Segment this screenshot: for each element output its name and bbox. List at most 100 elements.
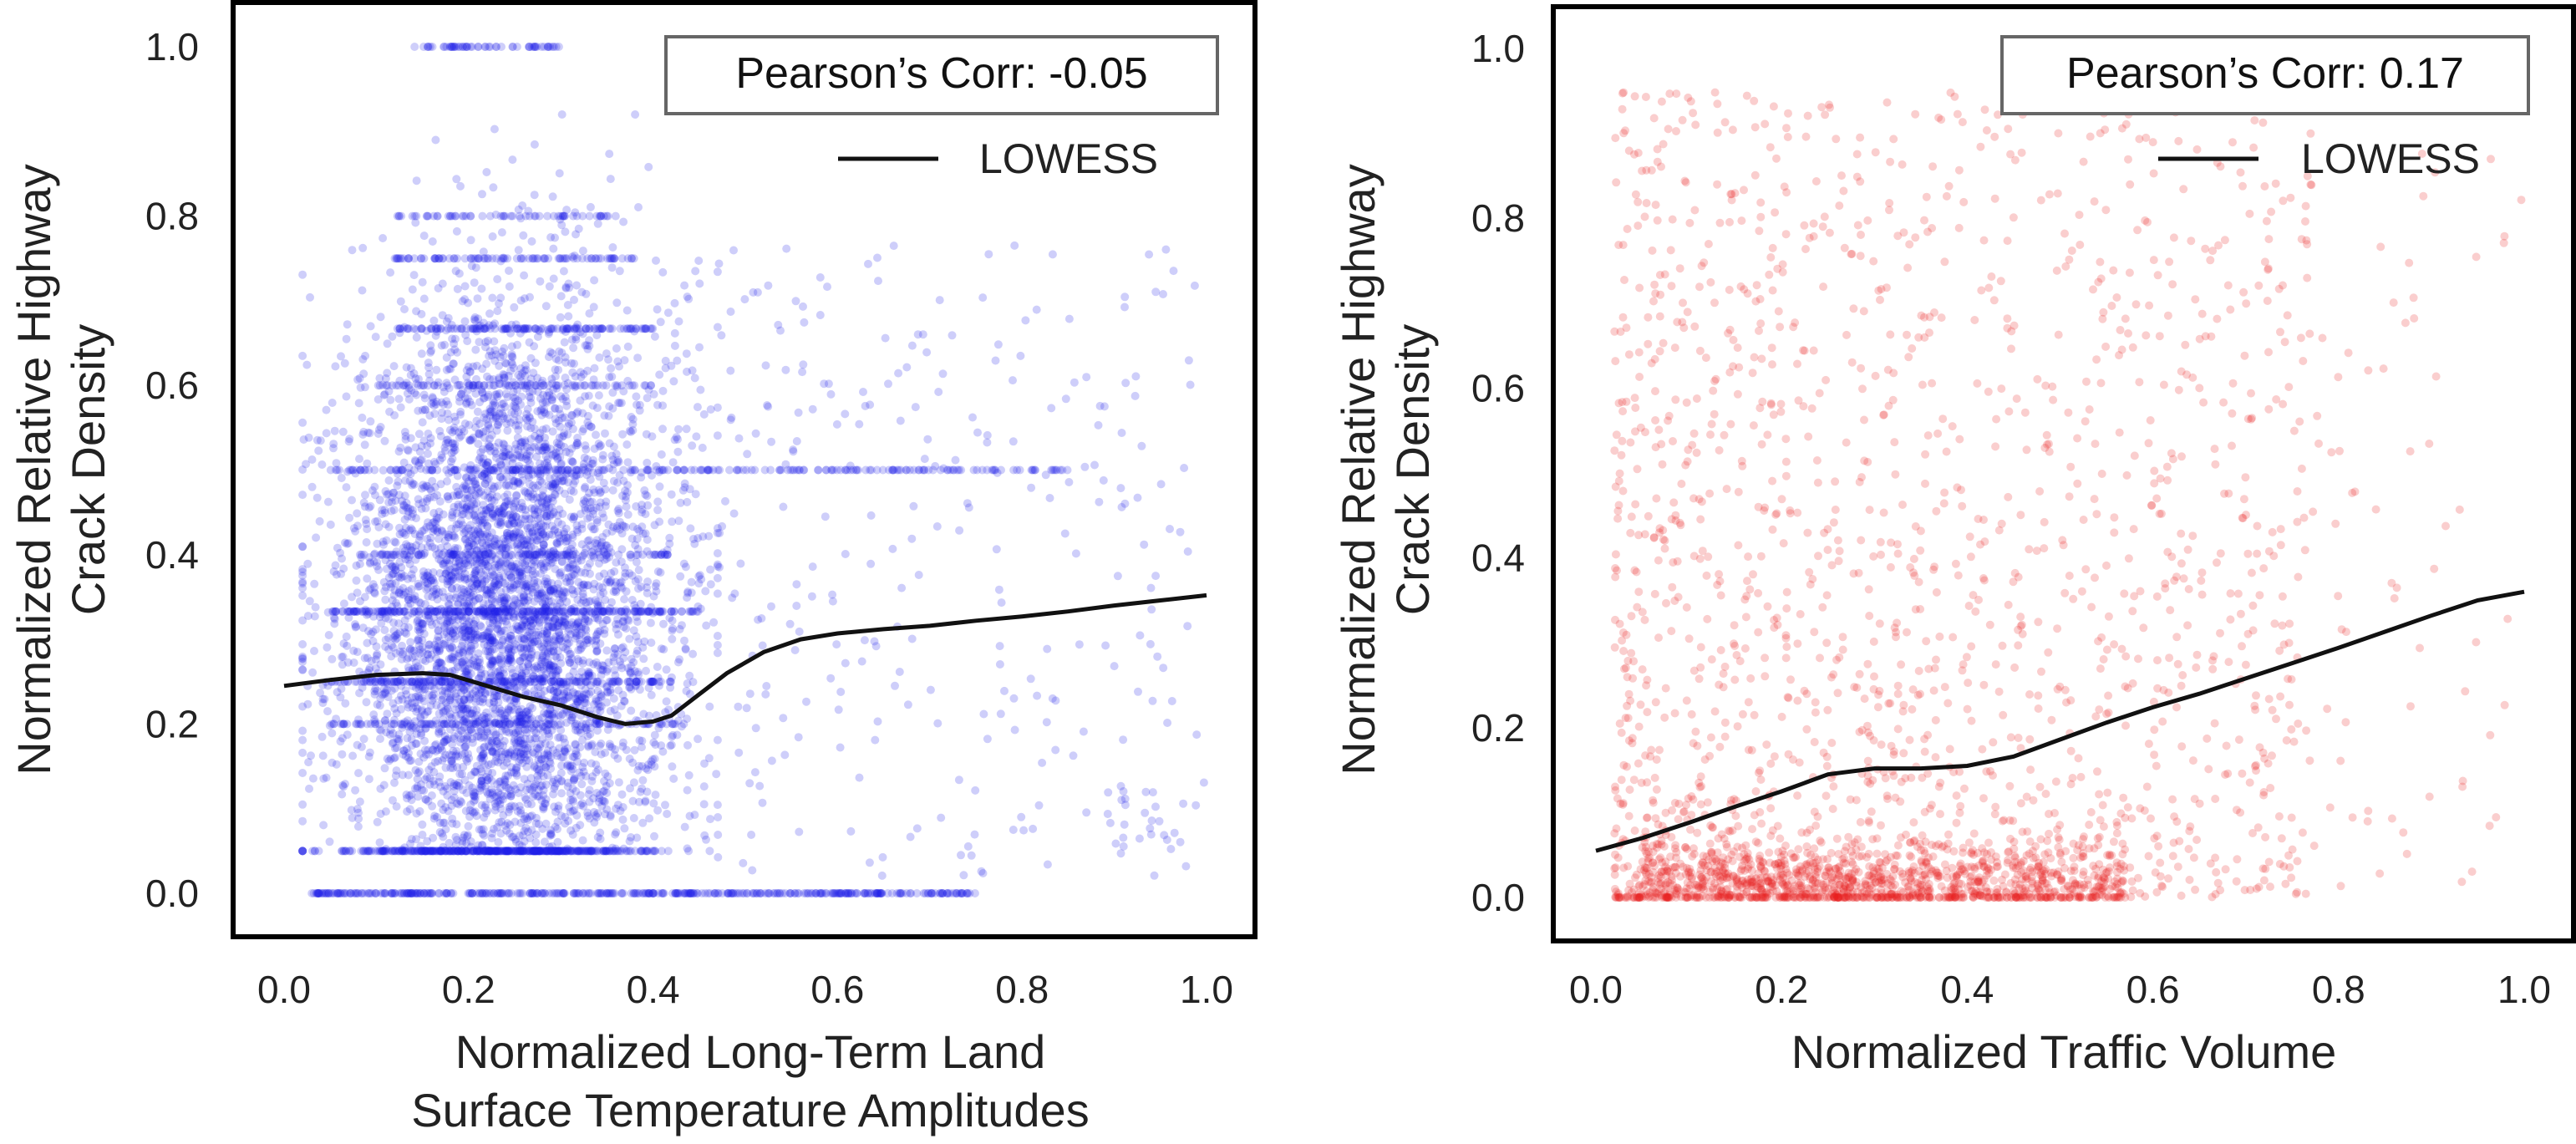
left-scatter-point [499,811,508,820]
left-scatter-point [501,497,511,506]
left-scatter-point [533,333,542,341]
left-scatter-point [354,814,363,823]
left-scatter-point [584,391,593,400]
left-scatter-point [653,506,663,515]
left-scatter-point [673,447,683,456]
left-scatter-point [323,497,333,506]
left-scatter-point [494,619,503,628]
left-scatter-point [475,419,485,429]
left-scatter-point [368,637,378,646]
left-scatter-point [530,191,539,200]
left-scatter-point [704,754,714,763]
left-scatter-point [518,831,527,840]
left-scatter-point [625,634,634,643]
left-scatter-point [713,735,722,745]
left-scatter-point [647,690,656,699]
left-scatter-points [298,43,1208,897]
left-scatter-point [544,461,553,470]
left-scatter-point [583,808,592,817]
left-scatter-point [391,538,400,547]
left-scatter-point [598,665,607,674]
left-scatter-point [537,498,546,507]
left-scatter-point [331,561,340,570]
left-scatter-point [609,587,618,597]
left-scatter-point [480,631,490,640]
left-scatter-point [499,665,508,674]
left-scatter-point [522,847,531,856]
left-scatter-point [622,502,631,511]
left-scatter-point [493,624,502,633]
left-scatter-point [411,692,420,701]
left-scatter-point [592,647,602,656]
left-scatter-point [516,674,526,684]
left-scatter-point [298,640,307,648]
left-scatter-point [409,271,419,280]
left-scatter-point [452,226,461,236]
left-scatter-point [574,646,583,655]
left-scatter-point [548,450,557,460]
left-scatter-point [455,645,464,654]
left-scatter-point [393,470,402,478]
left-scatter-point [345,513,354,522]
left-scatter-point [400,623,409,632]
left-scatter-point [595,353,604,362]
left-scatter-point [472,705,481,714]
left-scatter-point [472,811,481,821]
left-scatter-point [384,573,394,582]
left-scatter-point [312,493,322,502]
left-scatter-point [656,318,665,327]
left-scatter-point [588,506,597,515]
left-scatter-point [558,696,567,705]
left-scatter-point [542,630,551,639]
left-scatter-point [435,569,445,577]
left-scatter-point [455,704,464,714]
left-scatter-point [412,730,421,739]
left-scatter-point [605,373,614,382]
left-scatter-point [598,583,607,592]
left-scatter-point [572,750,582,760]
left-scatter-point [549,450,558,459]
left-scatter-point [551,233,559,242]
left-scatter-point [422,847,431,856]
left-scatter-point [482,168,491,176]
left-scatter-point [588,459,597,468]
left-scatter-point [546,829,555,838]
left-scatter-point [680,822,689,831]
left-scatter-point [389,626,399,635]
left-scatter-point [641,529,650,538]
left-scatter-point [338,653,346,662]
left-scatter-point [530,510,539,519]
left-scatter-point [686,524,695,533]
left-scatter-point [466,669,475,679]
left-scatter-point [528,704,537,713]
left-scatter-point [559,622,568,631]
left-scatter-point [466,800,475,809]
left-scatter-point [402,745,411,754]
left-scatter-point [406,638,415,647]
left-scatter-point [520,750,529,759]
left-scatter-point [379,234,388,242]
left-scatter-point [339,847,348,856]
left-scatter-point [480,753,489,762]
left-scatter-point [578,247,587,256]
left-scatter-point [298,800,307,809]
left-scatter-point [618,815,627,824]
left-scatter-point [657,741,666,750]
left-scatter-point [430,640,439,649]
left-scatter-point [412,809,421,818]
left-scatter-point [618,738,627,747]
left-scatter-point [641,796,650,806]
left-scatter-point [443,477,451,486]
left-scatter-point [381,807,390,816]
left-scatter-point [589,546,598,555]
left-scatter-point [490,125,499,134]
left-scatter-point [496,293,506,303]
left-scatter-point [644,711,653,720]
left-scatter-point [585,786,594,795]
left-scatter-point [450,847,459,856]
left-scatter-point [355,797,364,806]
left-scatter-point [298,270,307,279]
left-scatter-point [342,334,351,343]
left-scatter-point [384,633,393,643]
left-scatter-point [589,794,598,803]
